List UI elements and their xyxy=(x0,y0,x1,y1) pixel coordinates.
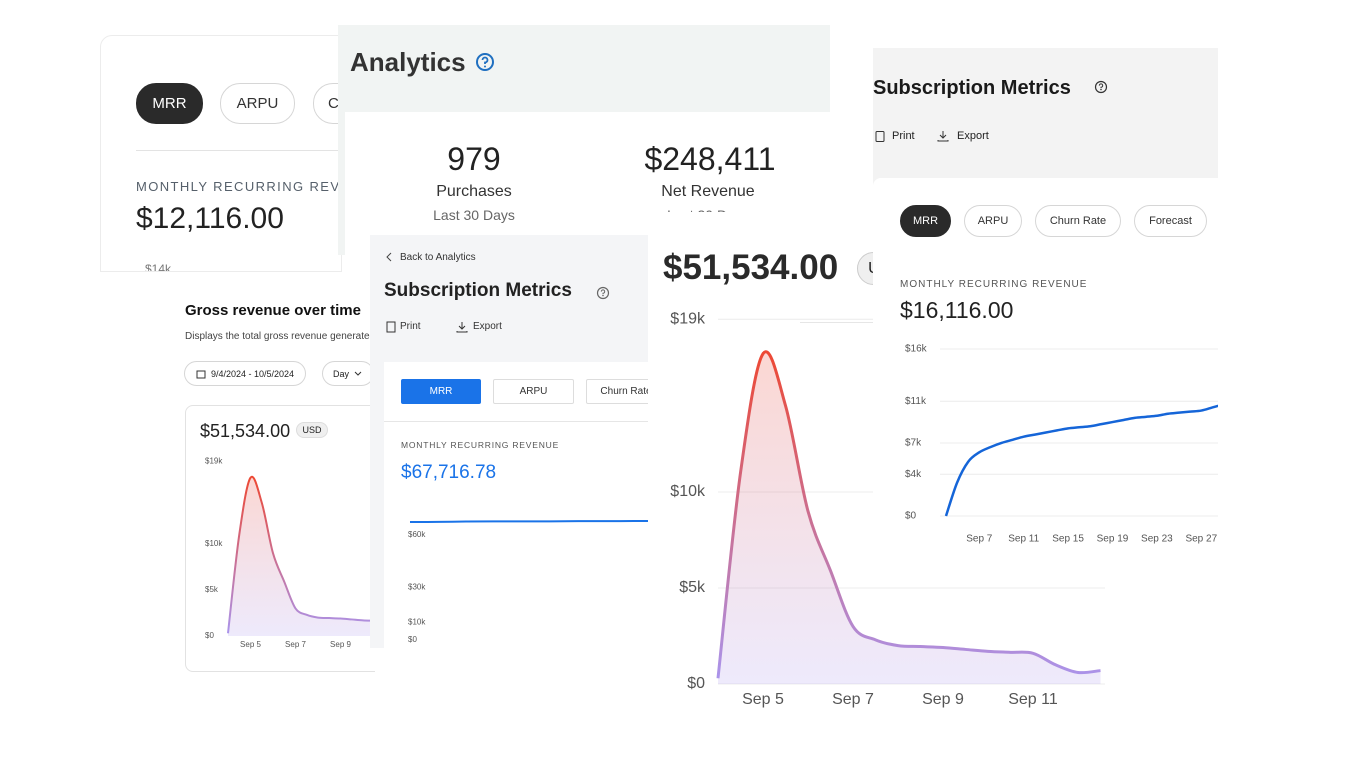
line xyxy=(409,519,650,524)
export-icon xyxy=(456,322,468,333)
title: Gross revenue over time xyxy=(185,302,361,319)
metric-value: $16,116.00 xyxy=(900,297,1014,323)
stat-label: Purchases xyxy=(436,183,512,200)
x-tick-label: Sep 15 xyxy=(1052,534,1084,545)
print-icon xyxy=(875,131,885,142)
date-range-button[interactable]: 9/4/2024 - 10/5/2024 xyxy=(184,361,306,386)
x-tick-label: Sep 7 xyxy=(832,691,874,708)
y-tick-label: $7k xyxy=(905,438,922,449)
stats-card: 979 Purchases Last 30 Days $248,411 Net … xyxy=(345,112,830,255)
back-icon[interactable] xyxy=(385,252,395,262)
x-tick-label: Sep 7 xyxy=(285,640,306,649)
subscription-panel: Back to Analytics Subscription Metrics P… xyxy=(370,235,650,648)
x-tick-label: Sep 5 xyxy=(240,640,261,649)
x-tick-label: Sep 11 xyxy=(1008,534,1039,545)
y-tick-label: $0 xyxy=(205,631,214,640)
print-button[interactable]: Print xyxy=(400,321,421,332)
divider xyxy=(384,421,650,422)
y-tick-label: $10k xyxy=(408,618,426,627)
card xyxy=(873,178,1218,570)
y-tick-label: $0 xyxy=(408,635,417,644)
area xyxy=(718,351,1101,684)
print-button[interactable]: Print xyxy=(892,130,915,142)
tab[interactable]: ARPU xyxy=(964,205,1022,237)
y-tick-label: $0 xyxy=(905,511,917,522)
y-tick-label: $19k xyxy=(670,310,706,327)
back-link[interactable]: Back to Analytics xyxy=(400,252,476,263)
total: $51,534.00 xyxy=(663,248,839,287)
mrr-card: MRR ARPU Churn Rate MONTHLY RECURRING RE… xyxy=(100,35,342,272)
card xyxy=(384,362,650,648)
title: Subscription Metrics xyxy=(384,280,572,301)
metric-label: MONTHLY RECURRING REVENUE xyxy=(136,179,341,194)
tab[interactable]: Churn Rate xyxy=(313,83,341,124)
metric-label: MONTHLY RECURRING REVENUE xyxy=(401,440,560,450)
export-icon xyxy=(937,131,949,142)
x-tick-label: Sep 7 xyxy=(966,534,993,545)
export-button[interactable]: Export xyxy=(473,321,502,332)
tab[interactable]: MRR xyxy=(401,379,481,404)
tab[interactable]: Forecast xyxy=(1134,205,1207,237)
x-tick-label: Sep 9 xyxy=(922,691,964,708)
x-tick-label: Sep 11 xyxy=(1008,691,1058,708)
y-tick-label: $30k xyxy=(408,583,426,592)
tab[interactable]: Churn Rate xyxy=(1035,205,1121,237)
y-tick-label: $10k xyxy=(205,539,223,548)
x-tick-label: Sep 9 xyxy=(330,640,351,649)
tab[interactable]: Churn Rate xyxy=(586,379,650,404)
stat-period: Last 30 Days xyxy=(433,207,515,223)
chevron xyxy=(354,371,362,376)
tab[interactable]: MRR xyxy=(900,205,951,237)
stat-label: Net Revenue xyxy=(661,183,755,200)
chart-card xyxy=(185,405,375,672)
metric-label: MONTHLY RECURRING REVENUE xyxy=(900,279,1088,290)
help-icon[interactable] xyxy=(596,286,610,300)
x-tick-label: Sep 27 xyxy=(1185,534,1217,545)
subscription-right-panel: Subscription Metrics Print Export MRR AR… xyxy=(873,48,1218,570)
y-tick-label: $60k xyxy=(408,530,426,539)
currency: USD xyxy=(296,422,328,438)
interval: Day xyxy=(332,368,349,379)
y-tick-label: $5k xyxy=(205,585,219,594)
date-range: 9/4/2024 - 10/5/2024 xyxy=(210,368,295,379)
stat-value: 979 xyxy=(447,141,501,177)
y-tick-label: $11k xyxy=(905,396,927,407)
chart: $0 $4k $7k $11k $16k Sep 7 Sep 11 Sep 15 Sep 19 S… xyxy=(905,344,1218,545)
total: $51,534.00 xyxy=(200,421,291,441)
y-tick-label: $10k xyxy=(670,483,706,500)
print-icon xyxy=(386,321,396,333)
divider xyxy=(136,150,341,151)
help-icon[interactable] xyxy=(1094,80,1108,94)
metric-value: $67,716.78 xyxy=(401,462,497,483)
x-tick-label: Sep 23 xyxy=(1141,534,1173,545)
calendar-icon xyxy=(196,370,206,378)
metric-value: $12,116.00 xyxy=(136,202,284,235)
tab[interactable]: ARPU xyxy=(493,379,574,404)
title: Analytics xyxy=(350,47,466,77)
area-line xyxy=(227,475,375,634)
interval-dropdown[interactable]: Day xyxy=(322,361,374,386)
line xyxy=(944,404,1218,517)
chart: $0 $10k $30k $60k xyxy=(408,519,650,644)
stat-value: $248,411 xyxy=(644,141,776,177)
area-line xyxy=(716,350,1101,679)
title: Subscription Metrics xyxy=(873,77,1071,99)
tab[interactable]: ARPU xyxy=(220,83,295,124)
y-tick-label: $16k xyxy=(905,344,928,355)
x-tick-label: Sep 5 xyxy=(742,691,784,708)
chart: $0 $5k $10k $19k Sep 5 Sep 7 Sep 9 Sep 11 xyxy=(670,310,1105,708)
x-tick-label: Sep 19 xyxy=(1097,534,1129,545)
axis-label: $14k xyxy=(145,262,172,272)
help-icon[interactable] xyxy=(475,52,495,72)
export-button[interactable]: Export xyxy=(957,130,989,142)
y-tick-label: $19k xyxy=(205,456,223,465)
gross-panel: Gross revenue over time Displays the tot… xyxy=(183,280,375,673)
y-tick-label: $5k xyxy=(679,579,706,596)
y-tick-label: $4k xyxy=(905,469,922,480)
y-tick-label: $0 xyxy=(687,675,705,692)
tab[interactable]: MRR xyxy=(136,83,203,124)
subtitle: Displays the total gross revenue generat… xyxy=(185,331,375,342)
